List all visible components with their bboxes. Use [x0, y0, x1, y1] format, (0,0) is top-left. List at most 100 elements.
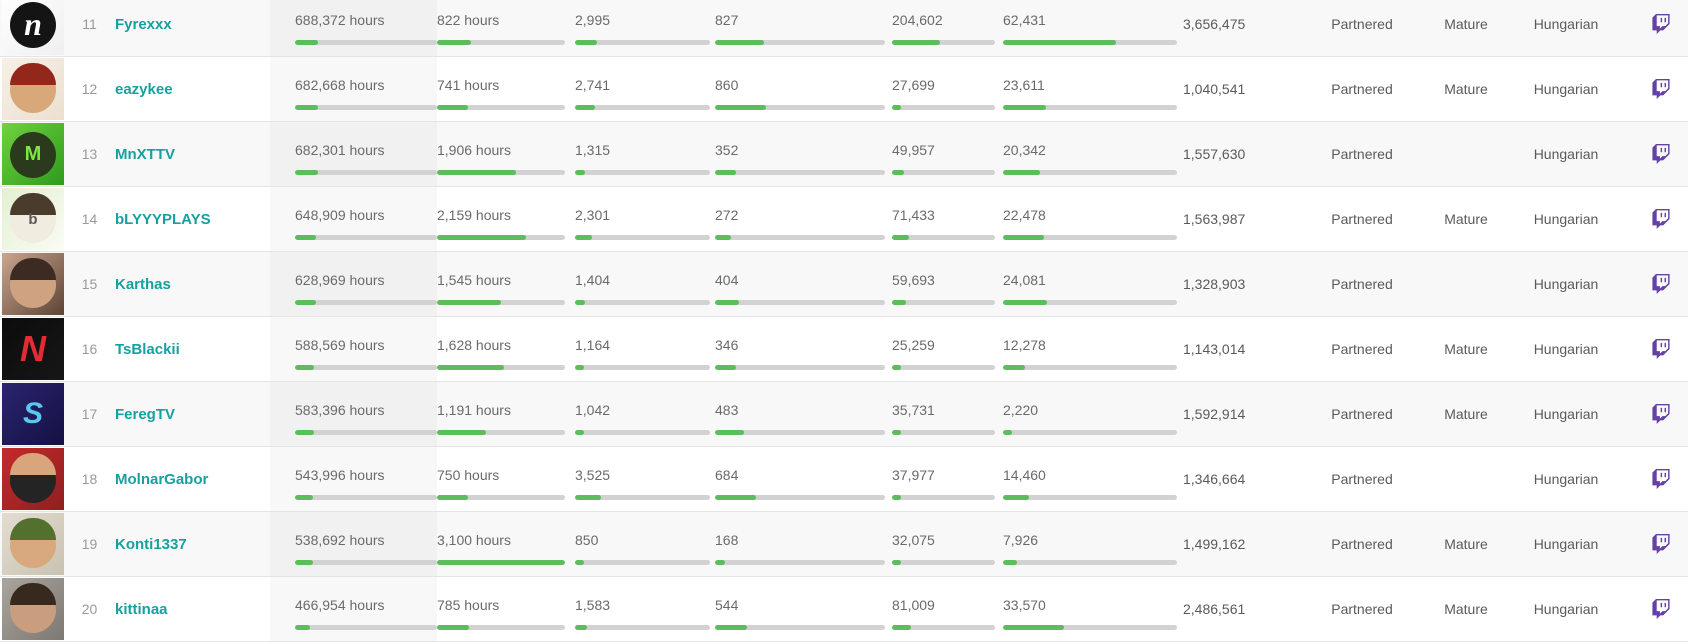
metric-progress-fill	[892, 559, 901, 565]
twitch-icon[interactable]	[1651, 338, 1671, 360]
metric-progress-fill	[437, 429, 487, 435]
avatar-face-shape	[10, 132, 56, 178]
metric-progress-track	[575, 104, 710, 110]
twitch-icon[interactable]	[1651, 403, 1671, 425]
metric-progress-fill	[1003, 364, 1026, 370]
metric-value: 682,301 hours	[295, 141, 385, 158]
metric-progress-fill	[1003, 624, 1064, 630]
partnered-label: Partnered	[1331, 276, 1393, 292]
metric-progress-track	[1003, 429, 1177, 435]
avatar-face-shape	[10, 2, 56, 48]
metric-cell: 2,995	[575, 0, 715, 56]
partnered-label-cell: Partnered	[1290, 512, 1434, 576]
avatar-cap-shape	[10, 453, 56, 475]
metric-value: 2,301	[575, 206, 611, 223]
partnered-label: Partnered	[1331, 146, 1393, 162]
avatar[interactable]: b	[2, 188, 64, 250]
metric-value: 544	[715, 596, 739, 613]
metric-value: 1,906 hours	[437, 141, 511, 158]
partnered-label: Partnered	[1331, 211, 1393, 227]
channel-link[interactable]: Konti1337	[115, 535, 187, 553]
total-cell: 3,656,475	[1183, 0, 1290, 56]
metric-progress-track	[892, 104, 995, 110]
channel-link[interactable]: Karthas	[115, 275, 171, 293]
metric-cell: 33,570	[1003, 577, 1183, 641]
platform-cell	[1634, 0, 1688, 56]
metric-progress-fill	[715, 169, 737, 175]
metric-value: 346	[715, 336, 739, 353]
metric-value: 3,100 hours	[437, 531, 511, 548]
language-label-cell: Hungarian	[1498, 187, 1634, 251]
avatar-cell: b	[0, 187, 64, 251]
twitch-icon[interactable]	[1651, 208, 1671, 230]
metric-cell: 1,191 hours	[437, 382, 575, 446]
channel-link[interactable]: MolnarGabor	[115, 470, 209, 488]
metric-progress-track	[295, 299, 437, 305]
metric-progress-track	[295, 234, 437, 240]
metric-value: 24,081	[1003, 271, 1046, 288]
metric-progress-track	[575, 39, 710, 45]
metric-cell: 20,342	[1003, 122, 1183, 186]
channel-link[interactable]: MnXTTV	[115, 145, 175, 163]
metric-progress-fill	[575, 299, 586, 305]
metric-cell: 538,692 hours	[270, 512, 437, 576]
twitch-icon[interactable]	[1651, 533, 1671, 555]
twitch-icon[interactable]	[1651, 13, 1671, 35]
avatar[interactable]	[2, 253, 64, 315]
avatar[interactable]	[2, 448, 64, 510]
language-label: Hungarian	[1533, 471, 1599, 487]
metric-progress-fill	[892, 364, 901, 370]
twitch-icon[interactable]	[1651, 78, 1671, 100]
metric-progress-track	[295, 624, 437, 630]
name-cell: TsBlackii	[115, 317, 270, 381]
channel-link[interactable]: TsBlackii	[115, 340, 180, 358]
rank-label: 19	[81, 536, 98, 552]
total-cell: 1,328,903	[1183, 252, 1290, 316]
total-value: 1,499,162	[1183, 536, 1246, 552]
language-label-cell: Hungarian	[1498, 577, 1634, 641]
metric-progress-fill	[575, 169, 585, 175]
channel-link[interactable]: kittinaa	[115, 600, 168, 618]
metric-progress-fill	[892, 624, 912, 630]
avatar[interactable]	[2, 513, 64, 575]
metric-progress-fill	[715, 624, 748, 630]
metric-value: 168	[715, 531, 739, 548]
avatar[interactable]: N	[2, 318, 64, 380]
metric-progress-track	[575, 494, 710, 500]
metric-value: 543,996 hours	[295, 466, 385, 483]
metric-progress-track	[715, 624, 885, 630]
channel-link[interactable]: Fyrexxx	[115, 15, 172, 33]
rank-label: 15	[81, 276, 98, 292]
channel-link[interactable]: FeregTV	[115, 405, 176, 423]
metric-cell: 7,926	[1003, 512, 1183, 576]
mature-label: Mature	[1444, 341, 1488, 357]
mature-label: Mature	[1444, 601, 1488, 617]
total-value: 1,143,014	[1183, 341, 1246, 357]
twitch-icon[interactable]	[1651, 273, 1671, 295]
metric-progress-fill	[1003, 494, 1030, 500]
avatar[interactable]: S	[2, 383, 64, 445]
twitch-icon[interactable]	[1651, 143, 1671, 165]
avatar[interactable]: n	[2, 0, 64, 55]
language-label: Hungarian	[1533, 341, 1599, 357]
twitch-icon[interactable]	[1651, 598, 1671, 620]
total-value: 1,328,903	[1183, 276, 1246, 292]
metric-progress-track	[1003, 234, 1177, 240]
metric-progress-fill	[575, 429, 584, 435]
avatar[interactable]	[2, 578, 64, 640]
metric-cell: 1,164	[575, 317, 715, 381]
twitch-icon[interactable]	[1651, 468, 1671, 490]
metric-cell: 1,906 hours	[437, 122, 575, 186]
metric-cell: 1,042	[575, 382, 715, 446]
avatar[interactable]: M	[2, 123, 64, 185]
total-value: 1,557,630	[1183, 146, 1246, 162]
platform-cell	[1634, 382, 1688, 446]
mature-label: Mature	[1444, 16, 1488, 32]
channel-link[interactable]: bLYYYPLAYS	[115, 210, 211, 228]
metric-progress-track	[437, 39, 565, 45]
channel-link[interactable]: eazykee	[115, 80, 173, 98]
avatar[interactable]	[2, 58, 64, 120]
total-cell: 1,557,630	[1183, 122, 1290, 186]
